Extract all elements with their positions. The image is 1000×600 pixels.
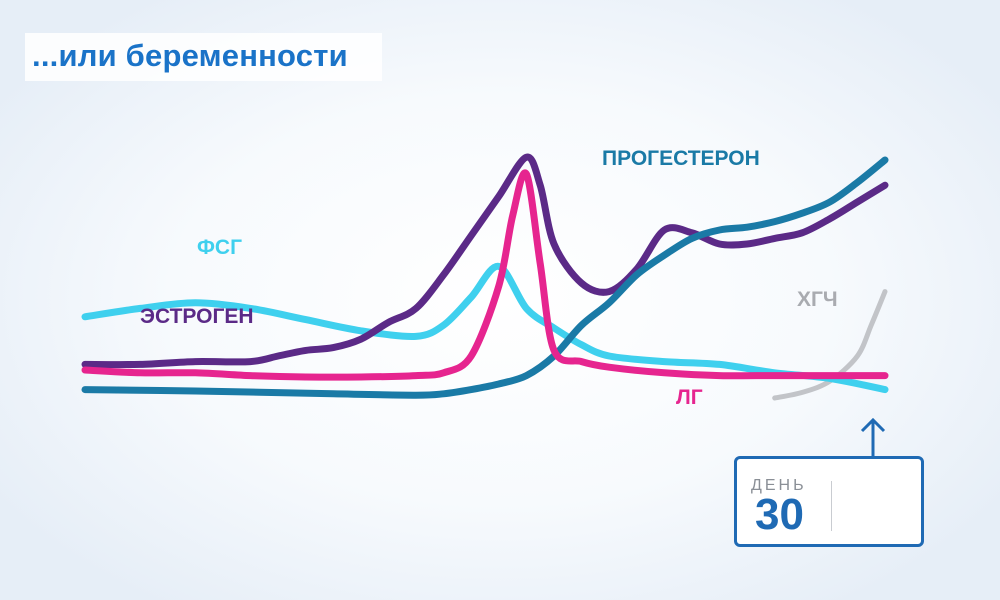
title-background [25,33,382,81]
day-word: ДЕНЬ [751,477,807,494]
series-label-hcg: ХГЧ [797,288,838,311]
series-line-hcg [772,289,888,401]
series-line-lh [81,169,889,381]
series-label-estrogen: ЭСТРОГЕН [140,305,254,328]
day-number: 30 [755,490,804,539]
day-arrow-head [860,417,886,433]
series-line-fsh [81,262,889,394]
day-divider [831,481,832,531]
page-title: ...или беременности [32,38,348,73]
series-label-fsh: ФСГ [197,236,242,259]
series-line-progesterone [81,156,889,399]
series-label-progesterone: ПРОГЕСТЕРОН [602,147,760,170]
series-label-lh: ЛГ [676,386,703,409]
series-line-estrogen [81,153,889,369]
day-indicator: ДЕНЬ 30 [734,456,924,547]
